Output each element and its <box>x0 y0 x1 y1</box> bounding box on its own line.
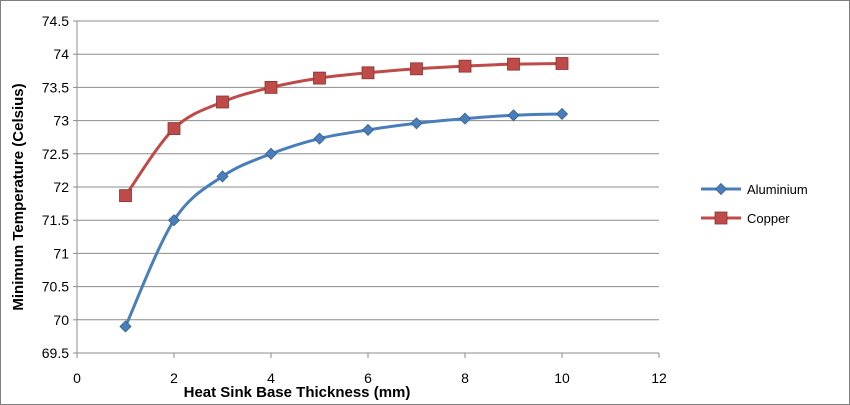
data-point <box>313 132 326 145</box>
y-tick-label: 74 <box>53 46 69 62</box>
data-point <box>410 117 423 130</box>
y-tick-label: 74.5 <box>42 13 69 29</box>
data-point <box>313 71 326 85</box>
x-tick-label: 2 <box>170 370 178 386</box>
legend-item-copper: Copper <box>701 211 790 226</box>
y-tick-label: 73 <box>53 113 69 129</box>
data-point <box>167 122 181 135</box>
data-point <box>507 57 520 71</box>
x-tick-label: 4 <box>267 370 275 386</box>
x-tick-label: 6 <box>364 370 372 386</box>
x-tick-label: 0 <box>73 370 81 386</box>
legend-marker <box>714 211 728 225</box>
data-point <box>167 214 181 227</box>
y-tick-label: 72.5 <box>42 146 69 162</box>
series-aluminium <box>119 107 569 333</box>
data-point <box>458 112 472 125</box>
x-tick-label: 12 <box>651 370 667 386</box>
data-point <box>361 123 375 136</box>
y-tick-label: 71.5 <box>42 212 69 228</box>
grid-lines <box>77 20 659 354</box>
y-axis-title: Minimum Temperature (Celsius) <box>10 83 27 310</box>
legend-label: Aluminium <box>747 182 808 197</box>
y-tick-label: 73.5 <box>42 79 69 95</box>
x-axis-title: Heat Sink Base Thickness (mm) <box>184 384 411 401</box>
x-tick-label: 8 <box>461 370 469 386</box>
data-point <box>216 95 229 109</box>
y-tick-labels: 69.5 70 70.5 71 71.5 72 72.5 73 73.5 74 74.5 <box>42 13 69 361</box>
y-tick-label: 69.5 <box>42 345 69 361</box>
y-tick-label: 70.5 <box>42 279 69 295</box>
data-point <box>458 59 472 73</box>
legend: Aluminium Copper <box>701 182 808 226</box>
data-point <box>119 189 132 203</box>
series-line <box>124 112 563 328</box>
legend-marker <box>714 182 728 196</box>
x-tick-label: 10 <box>554 370 570 386</box>
y-tick-label: 70 <box>53 312 69 328</box>
data-point <box>507 109 520 122</box>
series <box>119 57 569 333</box>
x-tick-labels: 0 2 4 6 8 10 12 <box>73 370 667 386</box>
data-point <box>555 107 569 121</box>
axes <box>73 20 660 358</box>
data-point <box>216 170 229 183</box>
y-tick-label: 72 <box>53 179 69 195</box>
data-point <box>555 57 569 70</box>
legend-label: Copper <box>747 211 790 226</box>
data-point <box>264 147 278 160</box>
legend-item-aluminium: Aluminium <box>701 182 808 197</box>
data-point <box>410 62 423 76</box>
series-copper <box>119 57 569 203</box>
series-line <box>124 61 563 197</box>
y-tick-label: 71 <box>53 245 69 261</box>
data-point <box>119 320 132 333</box>
data-point <box>361 66 375 80</box>
data-point <box>264 81 278 94</box>
